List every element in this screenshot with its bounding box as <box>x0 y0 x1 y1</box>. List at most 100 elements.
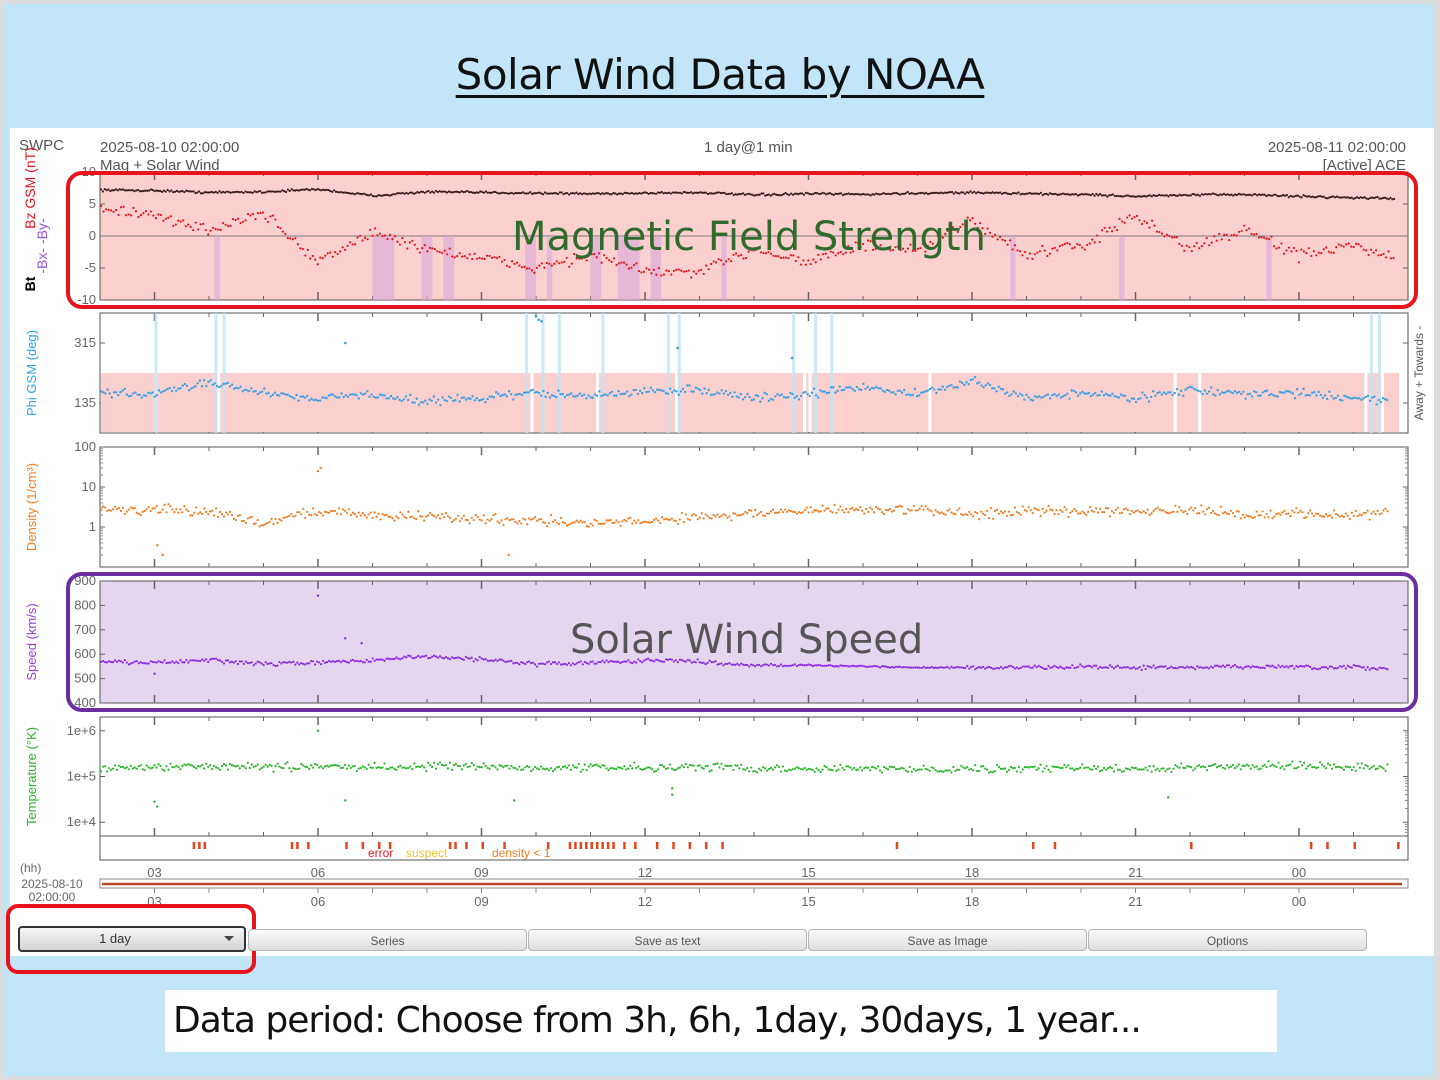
data-point <box>1114 508 1118 511</box>
data-point <box>1100 390 1103 393</box>
data-point <box>1007 510 1011 513</box>
data-point <box>783 769 787 772</box>
data-point <box>293 397 296 400</box>
data-point <box>839 505 842 508</box>
data-point <box>1023 765 1026 769</box>
data-point <box>655 273 658 276</box>
data-point <box>1122 770 1125 773</box>
data-point <box>1247 515 1250 518</box>
data-point <box>1168 767 1171 770</box>
data-point <box>193 765 196 769</box>
data-point <box>353 513 356 516</box>
series-button[interactable]: Series <box>248 929 527 951</box>
data-point <box>793 192 796 195</box>
period-dropdown[interactable]: 1 day <box>18 926 246 952</box>
data-point <box>353 243 357 246</box>
data-point <box>1044 394 1048 397</box>
data-point <box>154 216 157 220</box>
data-point <box>338 191 341 194</box>
data-point <box>780 393 783 396</box>
save-as-image-button[interactable]: Save as Image <box>808 929 1087 951</box>
data-point <box>190 387 193 390</box>
data-point <box>1231 391 1234 395</box>
data-point <box>579 519 582 522</box>
data-point <box>930 510 933 513</box>
data-point <box>733 391 736 394</box>
data-point <box>498 521 501 524</box>
data-point <box>356 236 359 239</box>
data-point <box>1295 249 1298 252</box>
data-point <box>294 237 297 240</box>
data-point <box>721 191 724 195</box>
data-point <box>993 233 997 236</box>
data-point <box>492 764 495 767</box>
data-point <box>654 192 658 195</box>
data-point <box>894 767 898 771</box>
data-point <box>748 395 751 399</box>
data-point <box>157 763 160 766</box>
data-point <box>635 521 638 524</box>
data-point <box>1370 248 1373 251</box>
data-point <box>1285 764 1288 767</box>
data-point <box>759 400 762 403</box>
data-point <box>573 521 576 524</box>
data-point <box>1046 393 1050 396</box>
data-point <box>966 513 969 516</box>
data-point <box>135 189 138 192</box>
data-point <box>1326 762 1330 765</box>
data-point <box>1184 193 1187 196</box>
data-point <box>1071 509 1074 513</box>
southward-interval <box>525 236 536 300</box>
data-point <box>218 768 222 771</box>
data-point <box>370 393 373 396</box>
data-point <box>1180 762 1183 765</box>
data-point <box>806 192 809 195</box>
data-point <box>516 522 519 525</box>
data-point <box>341 508 345 511</box>
data-point <box>214 190 217 193</box>
data-point <box>637 270 641 273</box>
data-point <box>117 764 121 767</box>
data-point <box>845 765 848 768</box>
data-gap <box>530 373 534 432</box>
data-point <box>1119 393 1123 396</box>
data-point <box>1156 506 1159 509</box>
data-point <box>886 509 890 512</box>
data-point <box>918 768 921 771</box>
data-point <box>1219 193 1222 196</box>
data-point <box>606 394 610 397</box>
data-point <box>411 767 414 771</box>
data-point <box>1345 243 1348 246</box>
data-point <box>157 213 160 216</box>
data-point <box>1319 194 1322 198</box>
data-point <box>844 251 847 254</box>
data-point <box>339 513 343 516</box>
data-point <box>965 381 968 384</box>
save-as-text-button[interactable]: Save as text <box>528 929 807 951</box>
data-point <box>388 233 392 236</box>
data-point <box>1081 510 1084 513</box>
data-point <box>688 384 691 387</box>
data-point <box>712 260 715 263</box>
data-point <box>1320 195 1324 198</box>
data-point <box>886 192 889 195</box>
data-point <box>1041 770 1044 773</box>
data-point <box>730 192 734 195</box>
data-point <box>962 191 965 194</box>
data-point <box>494 391 498 394</box>
data-point <box>849 507 852 510</box>
data-point <box>191 514 194 517</box>
data-point <box>847 192 850 195</box>
data-point <box>597 522 600 525</box>
data-point <box>762 192 765 195</box>
data-point <box>1036 251 1039 254</box>
data-point <box>764 767 767 770</box>
data-point <box>746 392 749 396</box>
data-point <box>257 190 260 193</box>
data-point <box>131 507 134 510</box>
data-point <box>746 766 749 770</box>
data-point <box>531 388 534 392</box>
data-point <box>577 762 580 766</box>
data-point <box>132 392 135 395</box>
options-button[interactable]: Options <box>1088 929 1367 951</box>
